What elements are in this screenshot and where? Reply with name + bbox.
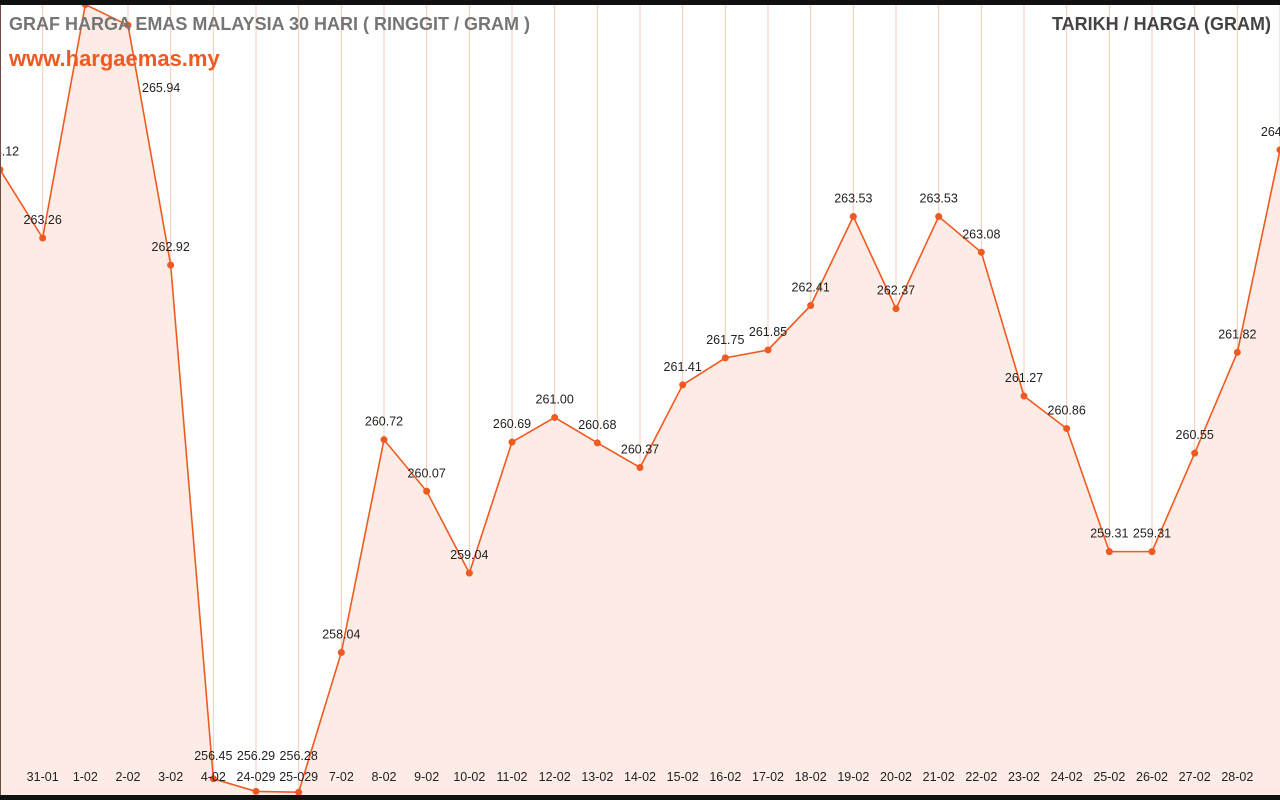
data-label: 260.55 [1176,428,1214,442]
data-label: 265.94 [142,81,180,95]
data-point[interactable] [551,413,559,421]
data-label: 260.37 [621,442,659,456]
chart-title: GRAF HARGA EMAS MALAYSIA 30 HARI ( RINGG… [9,14,531,34]
data-label: 256.28 [280,749,318,763]
data-label: 256.29 [237,749,275,763]
legend-label: TARIKH / HARGA (GRAM) [1052,14,1271,34]
data-point[interactable] [465,569,473,577]
x-tick-label: 23-02 [1008,770,1040,784]
data-label: 264.37 [1261,125,1280,139]
x-tick-label: 12-02 [539,770,571,784]
data-point[interactable] [423,487,431,495]
data-point[interactable] [508,438,516,446]
x-tick-label: 1-02 [73,770,98,784]
data-point[interactable] [380,436,388,444]
x-tick-label: 20-02 [880,770,912,784]
data-point[interactable] [209,775,217,783]
data-point[interactable] [1105,548,1113,556]
x-tick-label: 25-02 [1093,770,1125,784]
data-label: 262.92 [152,240,190,254]
data-label: 260.69 [493,417,531,431]
x-tick-label: 25-029 [279,770,318,784]
data-point[interactable] [295,788,303,796]
x-tick-label: 24-029 [237,770,276,784]
x-tick-label: 18-02 [795,770,827,784]
data-point[interactable] [1063,425,1071,433]
x-tick-label: 8-02 [371,770,396,784]
data-label: 260.86 [1048,404,1086,418]
data-point[interactable] [849,213,857,221]
data-label: 263.53 [834,192,872,206]
x-tick-label: 11-02 [496,770,527,784]
data-label: 261.27 [1005,371,1043,385]
data-point[interactable] [892,305,900,313]
x-tick-label: 21-02 [923,770,955,784]
data-label: 261.75 [706,333,744,347]
data-point[interactable] [337,648,345,656]
x-tick-label: 27-02 [1179,770,1211,784]
data-point[interactable] [124,21,132,29]
data-point[interactable] [1233,348,1241,356]
data-point[interactable] [935,213,943,221]
x-tick-label: 7-02 [329,770,354,784]
data-label: 259.04 [450,548,488,562]
x-tick-label: 19-02 [837,770,869,784]
x-tick-label: 15-02 [667,770,699,784]
data-point[interactable] [593,439,601,447]
data-point[interactable] [252,787,260,795]
data-point[interactable] [167,261,175,269]
data-point[interactable] [1276,146,1280,154]
data-point[interactable] [1191,449,1199,457]
top-bar [0,0,1280,5]
data-point[interactable] [807,301,815,309]
x-tick-label: 13-02 [581,770,613,784]
x-tick-label: 28-02 [1221,770,1253,784]
data-point[interactable] [636,463,644,471]
data-label: 260.07 [408,466,446,480]
x-axis-tick-labels: 31-01 1-02 2-02 3-02 4-02 24-029 25-029 7-02 8-0… [27,770,1254,784]
x-tick-label: 2-02 [115,770,140,784]
x-tick-label: 10-02 [453,770,485,784]
x-tick-label: 3-02 [158,770,183,784]
x-tick-label: 14-02 [624,770,656,784]
area-fill [0,4,1280,795]
data-label: 262.37 [877,284,915,298]
data-point[interactable] [1148,548,1156,556]
data-point[interactable] [1020,392,1028,400]
data-point[interactable] [764,346,772,354]
x-tick-label: 4-02 [201,770,226,784]
x-tick-label: 17-02 [752,770,784,784]
data-label: 263.08 [962,227,1000,241]
data-label: 260.68 [578,418,616,432]
x-tick-label: 22-02 [965,770,997,784]
bottom-bar [0,795,1280,800]
x-tick-label: 26-02 [1136,770,1168,784]
x-tick-label: 9-02 [414,770,439,784]
data-point[interactable] [721,354,729,362]
data-label: 262.41 [792,280,830,294]
x-tick-label: 16-02 [709,770,741,784]
data-label: 260.72 [365,415,403,429]
site-url[interactable]: www.hargaemas.my [9,46,220,71]
data-label: 264.12 [0,145,19,159]
x-tick-label: 31-01 [27,770,59,784]
data-label: 263.53 [920,192,958,206]
data-label: 261.00 [536,392,574,406]
data-label: 256.45 [194,749,232,763]
data-point[interactable] [977,248,985,256]
data-point[interactable] [679,381,687,389]
data-label: 259.31 [1133,527,1171,541]
data-labels: 264.12263.26266.20265.94262.92256.45256.… [0,81,1280,763]
data-point[interactable] [39,234,47,242]
data-label: 258.04 [322,627,360,641]
data-label: 261.41 [664,360,702,374]
data-label: 263.26 [24,213,62,227]
data-label: 261.85 [749,325,787,339]
data-label: 259.31 [1090,527,1128,541]
x-tick-label: 24-02 [1051,770,1083,784]
data-label: 261.82 [1218,327,1256,341]
